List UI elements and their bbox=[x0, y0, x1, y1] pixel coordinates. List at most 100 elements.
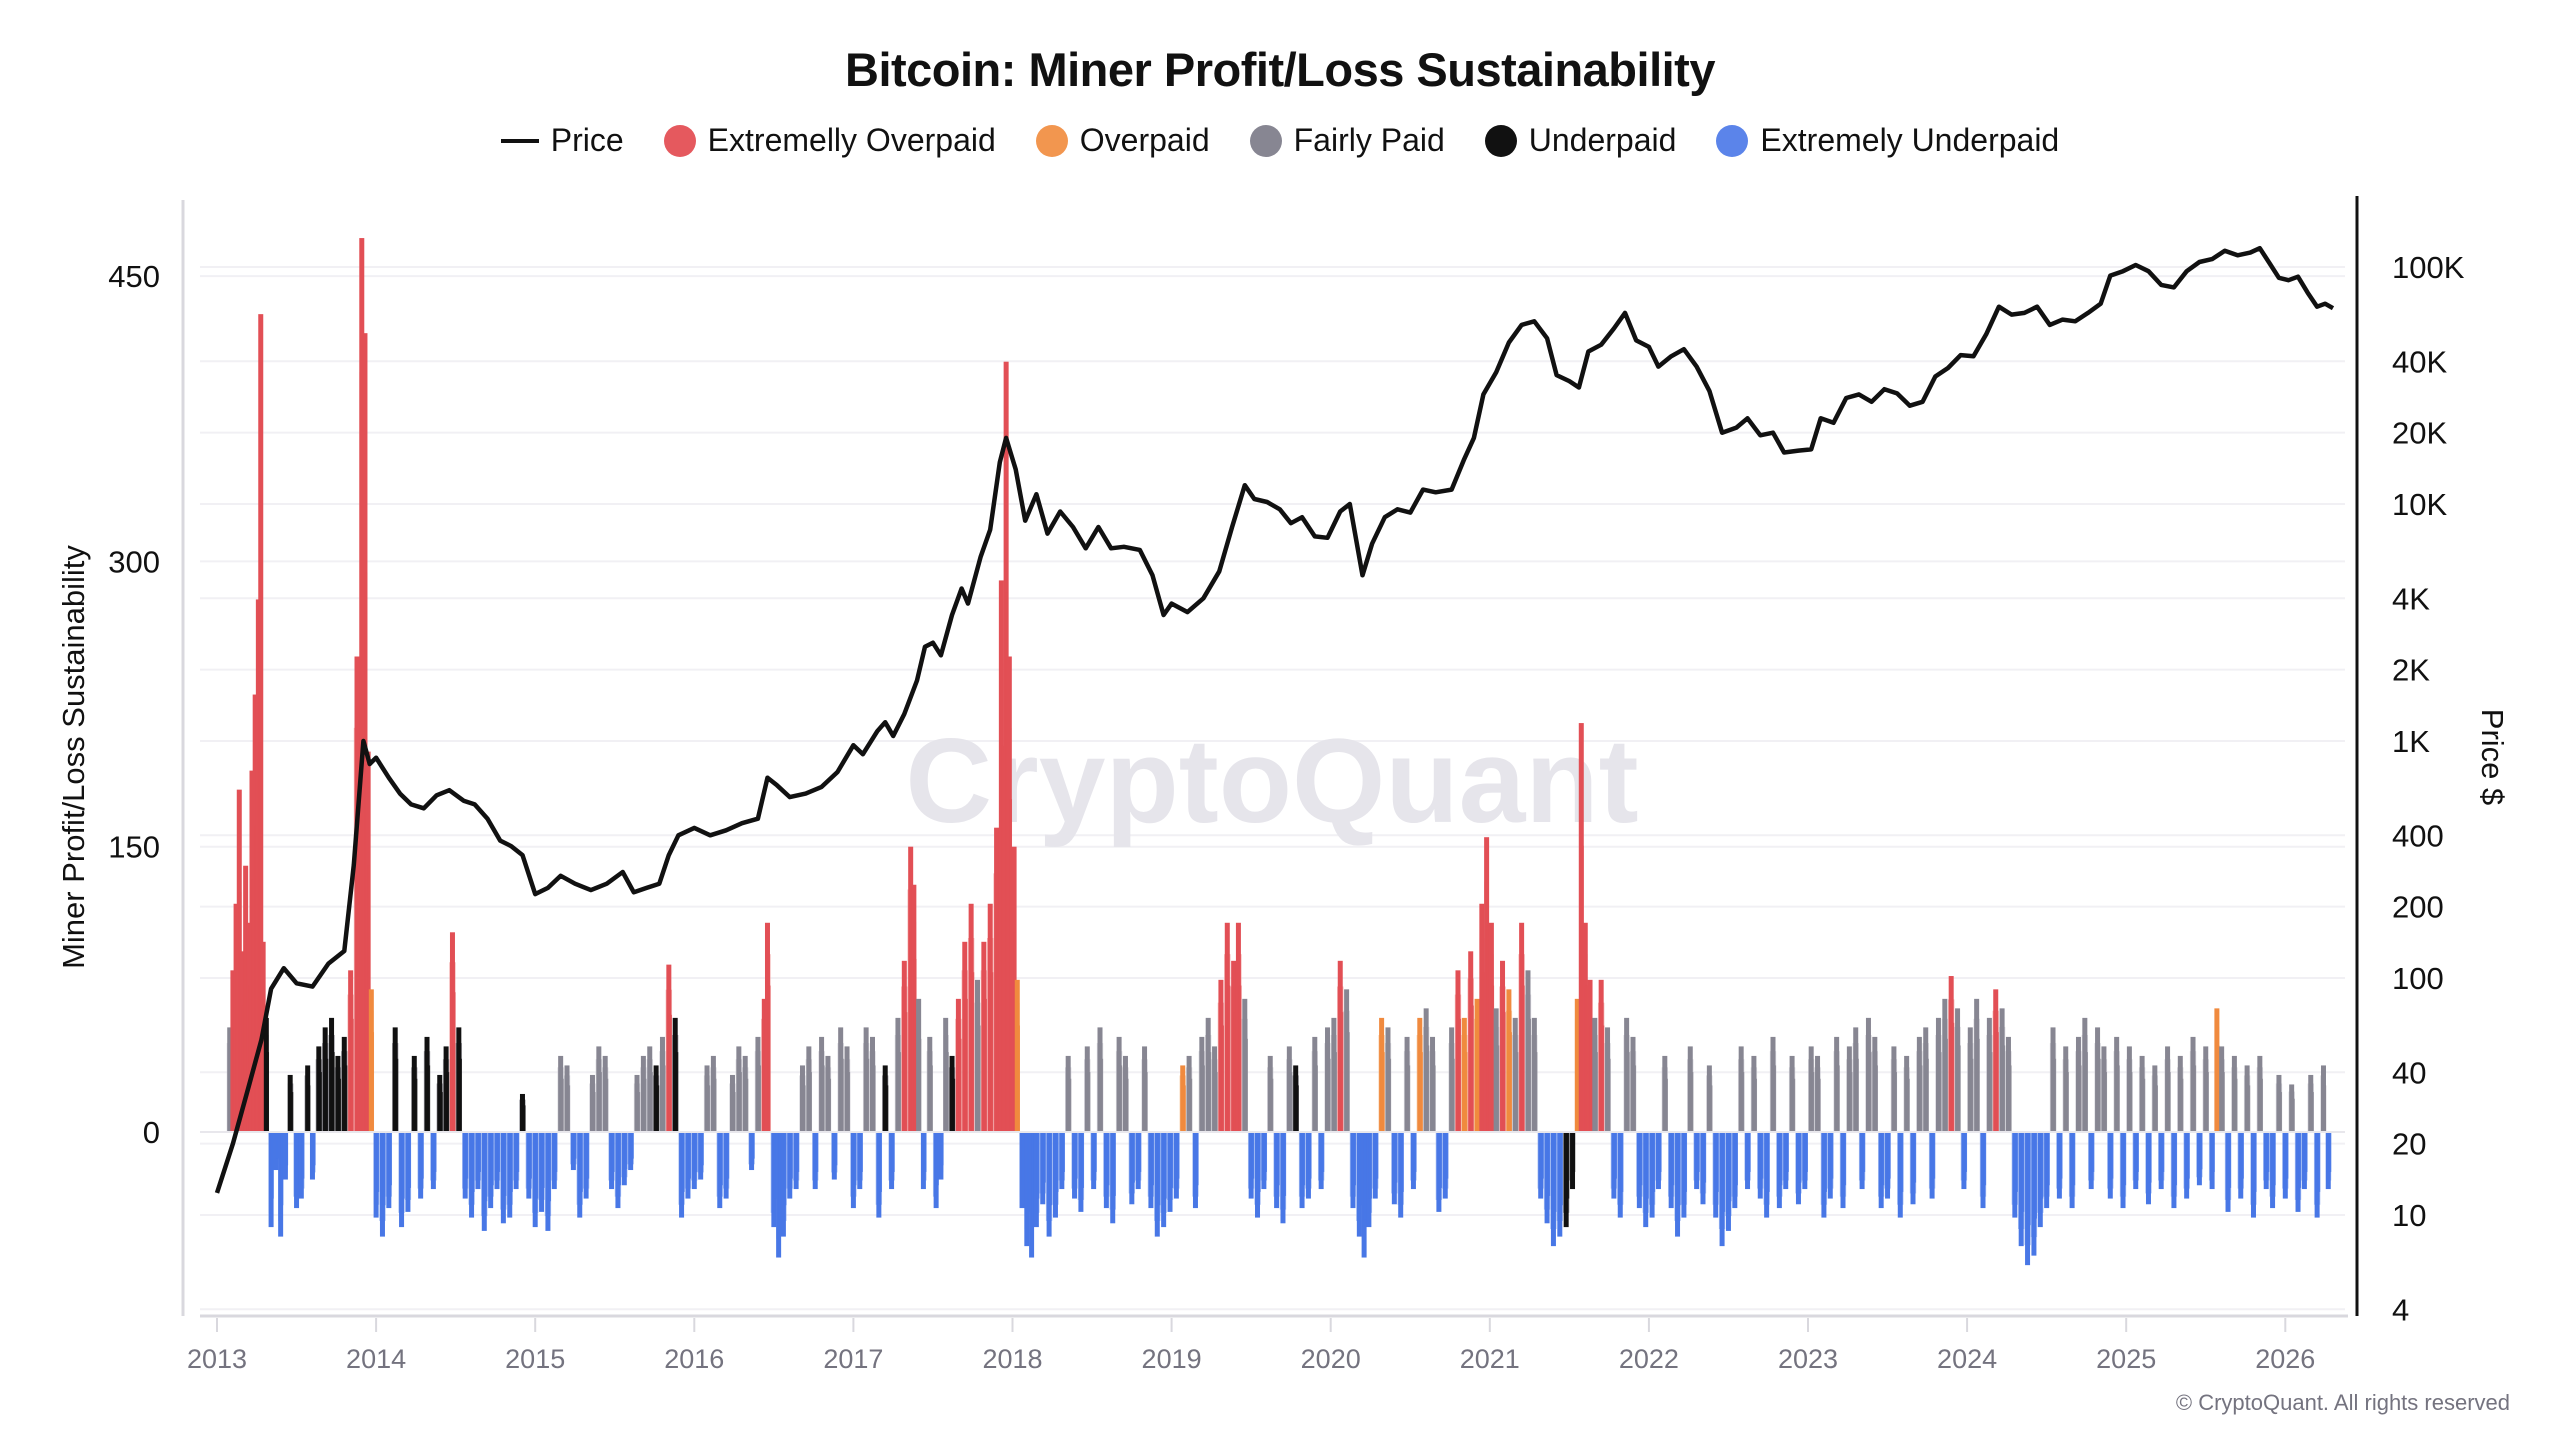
legend-item-price[interactable]: Price bbox=[500, 122, 624, 159]
right-axis-ticks: 4 10 20 40 100 200 400 1K 2K 4K 10K 20K 40K 100K bbox=[2392, 250, 2465, 1327]
legend-label: Extremely Underpaid bbox=[1760, 122, 2060, 158]
legend-item-extremely-overpaid[interactable]: Extremelly Overpaid bbox=[663, 122, 996, 159]
bar bbox=[1394, 1132, 1398, 1183]
bar bbox=[1276, 1132, 1280, 1186]
bar bbox=[1770, 1036, 1776, 1132]
bar bbox=[1261, 1132, 1267, 1190]
bar bbox=[1728, 1132, 1732, 1202]
left-axis-ticks: 0 150 300 450 bbox=[108, 259, 160, 1150]
bar bbox=[338, 1078, 342, 1132]
bar bbox=[1836, 1065, 1840, 1132]
bar bbox=[2142, 1078, 2146, 1132]
bar bbox=[831, 1132, 837, 1180]
bar bbox=[1112, 1132, 1116, 1196]
bar bbox=[503, 1132, 507, 1196]
bar bbox=[456, 1027, 462, 1132]
bar bbox=[611, 1132, 615, 1172]
bar bbox=[962, 941, 968, 1132]
bar bbox=[1368, 1132, 1372, 1199]
bar bbox=[1849, 1072, 1853, 1132]
bar bbox=[1445, 1132, 1449, 1179]
bar bbox=[698, 1132, 704, 1180]
bar bbox=[1144, 1072, 1148, 1132]
bar bbox=[1687, 1046, 1693, 1132]
x-axis-tick-label: 2020 bbox=[1301, 1344, 1361, 1374]
x-axis-tick-label: 2018 bbox=[982, 1344, 1042, 1374]
legend-item-overpaid[interactable]: Overpaid bbox=[1035, 122, 1210, 159]
bar bbox=[1142, 1046, 1148, 1132]
bar bbox=[344, 1065, 348, 1132]
bar bbox=[2304, 1132, 2308, 1172]
bar bbox=[1100, 1058, 1104, 1132]
bar bbox=[929, 1065, 933, 1132]
bar bbox=[825, 1055, 831, 1132]
bar bbox=[1897, 1132, 1903, 1218]
bar bbox=[1611, 1132, 1617, 1199]
bar bbox=[889, 1132, 895, 1190]
bar bbox=[1248, 1132, 1254, 1199]
bar bbox=[2247, 1085, 2251, 1132]
bars bbox=[227, 238, 2332, 1266]
bar bbox=[1785, 1132, 1789, 1172]
bar bbox=[469, 1132, 475, 1218]
x-axis-tick-label: 2019 bbox=[1142, 1344, 1202, 1374]
bar bbox=[904, 1012, 908, 1132]
bar bbox=[414, 1078, 418, 1132]
bar bbox=[2184, 1132, 2190, 1199]
bar bbox=[2135, 1132, 2139, 1172]
bar bbox=[2129, 1072, 2133, 1132]
bar bbox=[1580, 845, 1584, 1132]
bar bbox=[751, 1132, 755, 1159]
bar bbox=[1267, 1055, 1273, 1132]
bar bbox=[1486, 925, 1490, 1132]
bar bbox=[1773, 1065, 1777, 1132]
bar bbox=[1212, 1046, 1218, 1132]
right-axis-tick-label: 20K bbox=[2392, 416, 2447, 451]
bar bbox=[1626, 1052, 1630, 1132]
bar bbox=[2205, 1072, 2209, 1132]
bar bbox=[2238, 1132, 2244, 1199]
bar bbox=[2044, 1132, 2050, 1209]
bar bbox=[1110, 1132, 1116, 1224]
circle-swatch-icon bbox=[1716, 124, 1749, 157]
bar bbox=[787, 1132, 793, 1199]
bar bbox=[1302, 1132, 1306, 1186]
bar bbox=[290, 1092, 294, 1132]
bar bbox=[1662, 1055, 1668, 1132]
bar bbox=[1584, 985, 1588, 1132]
bar bbox=[1802, 1132, 1808, 1190]
bar bbox=[1442, 1132, 1448, 1199]
bar bbox=[1703, 1132, 1707, 1183]
bar bbox=[834, 1132, 838, 1166]
legend-item-fairly-paid[interactable]: Fairly Paid bbox=[1249, 122, 1445, 159]
bar bbox=[266, 1052, 270, 1132]
bar bbox=[1598, 979, 1604, 1132]
bar bbox=[1312, 1036, 1318, 1132]
bar bbox=[923, 1132, 927, 1172]
bar bbox=[329, 1017, 335, 1132]
right-axis-tick-label: 4K bbox=[2392, 581, 2430, 616]
legend-item-underpaid[interactable]: Underpaid bbox=[1484, 122, 1676, 159]
bar bbox=[1170, 1132, 1174, 1188]
bar bbox=[1521, 985, 1525, 1132]
bar bbox=[634, 1074, 640, 1132]
bar bbox=[1859, 1132, 1865, 1190]
bar bbox=[1792, 1078, 1796, 1132]
bar bbox=[592, 1092, 596, 1132]
bar bbox=[1235, 922, 1241, 1132]
bar bbox=[2123, 1132, 2127, 1186]
bar bbox=[2276, 1074, 2282, 1132]
bar bbox=[513, 1132, 519, 1190]
x-axis-tick-label: 2024 bbox=[1937, 1344, 1997, 1374]
bar bbox=[1059, 1132, 1065, 1190]
bar bbox=[700, 1132, 704, 1166]
legend-item-extremely-underpaid[interactable]: Extremely Underpaid bbox=[1716, 122, 2059, 159]
bar bbox=[815, 1132, 819, 1172]
bar bbox=[1696, 1132, 1700, 1172]
bar bbox=[1001, 745, 1005, 1132]
bar bbox=[1694, 1132, 1700, 1190]
bar bbox=[789, 1132, 793, 1179]
bar bbox=[1379, 1017, 1385, 1132]
bar bbox=[427, 1065, 431, 1132]
